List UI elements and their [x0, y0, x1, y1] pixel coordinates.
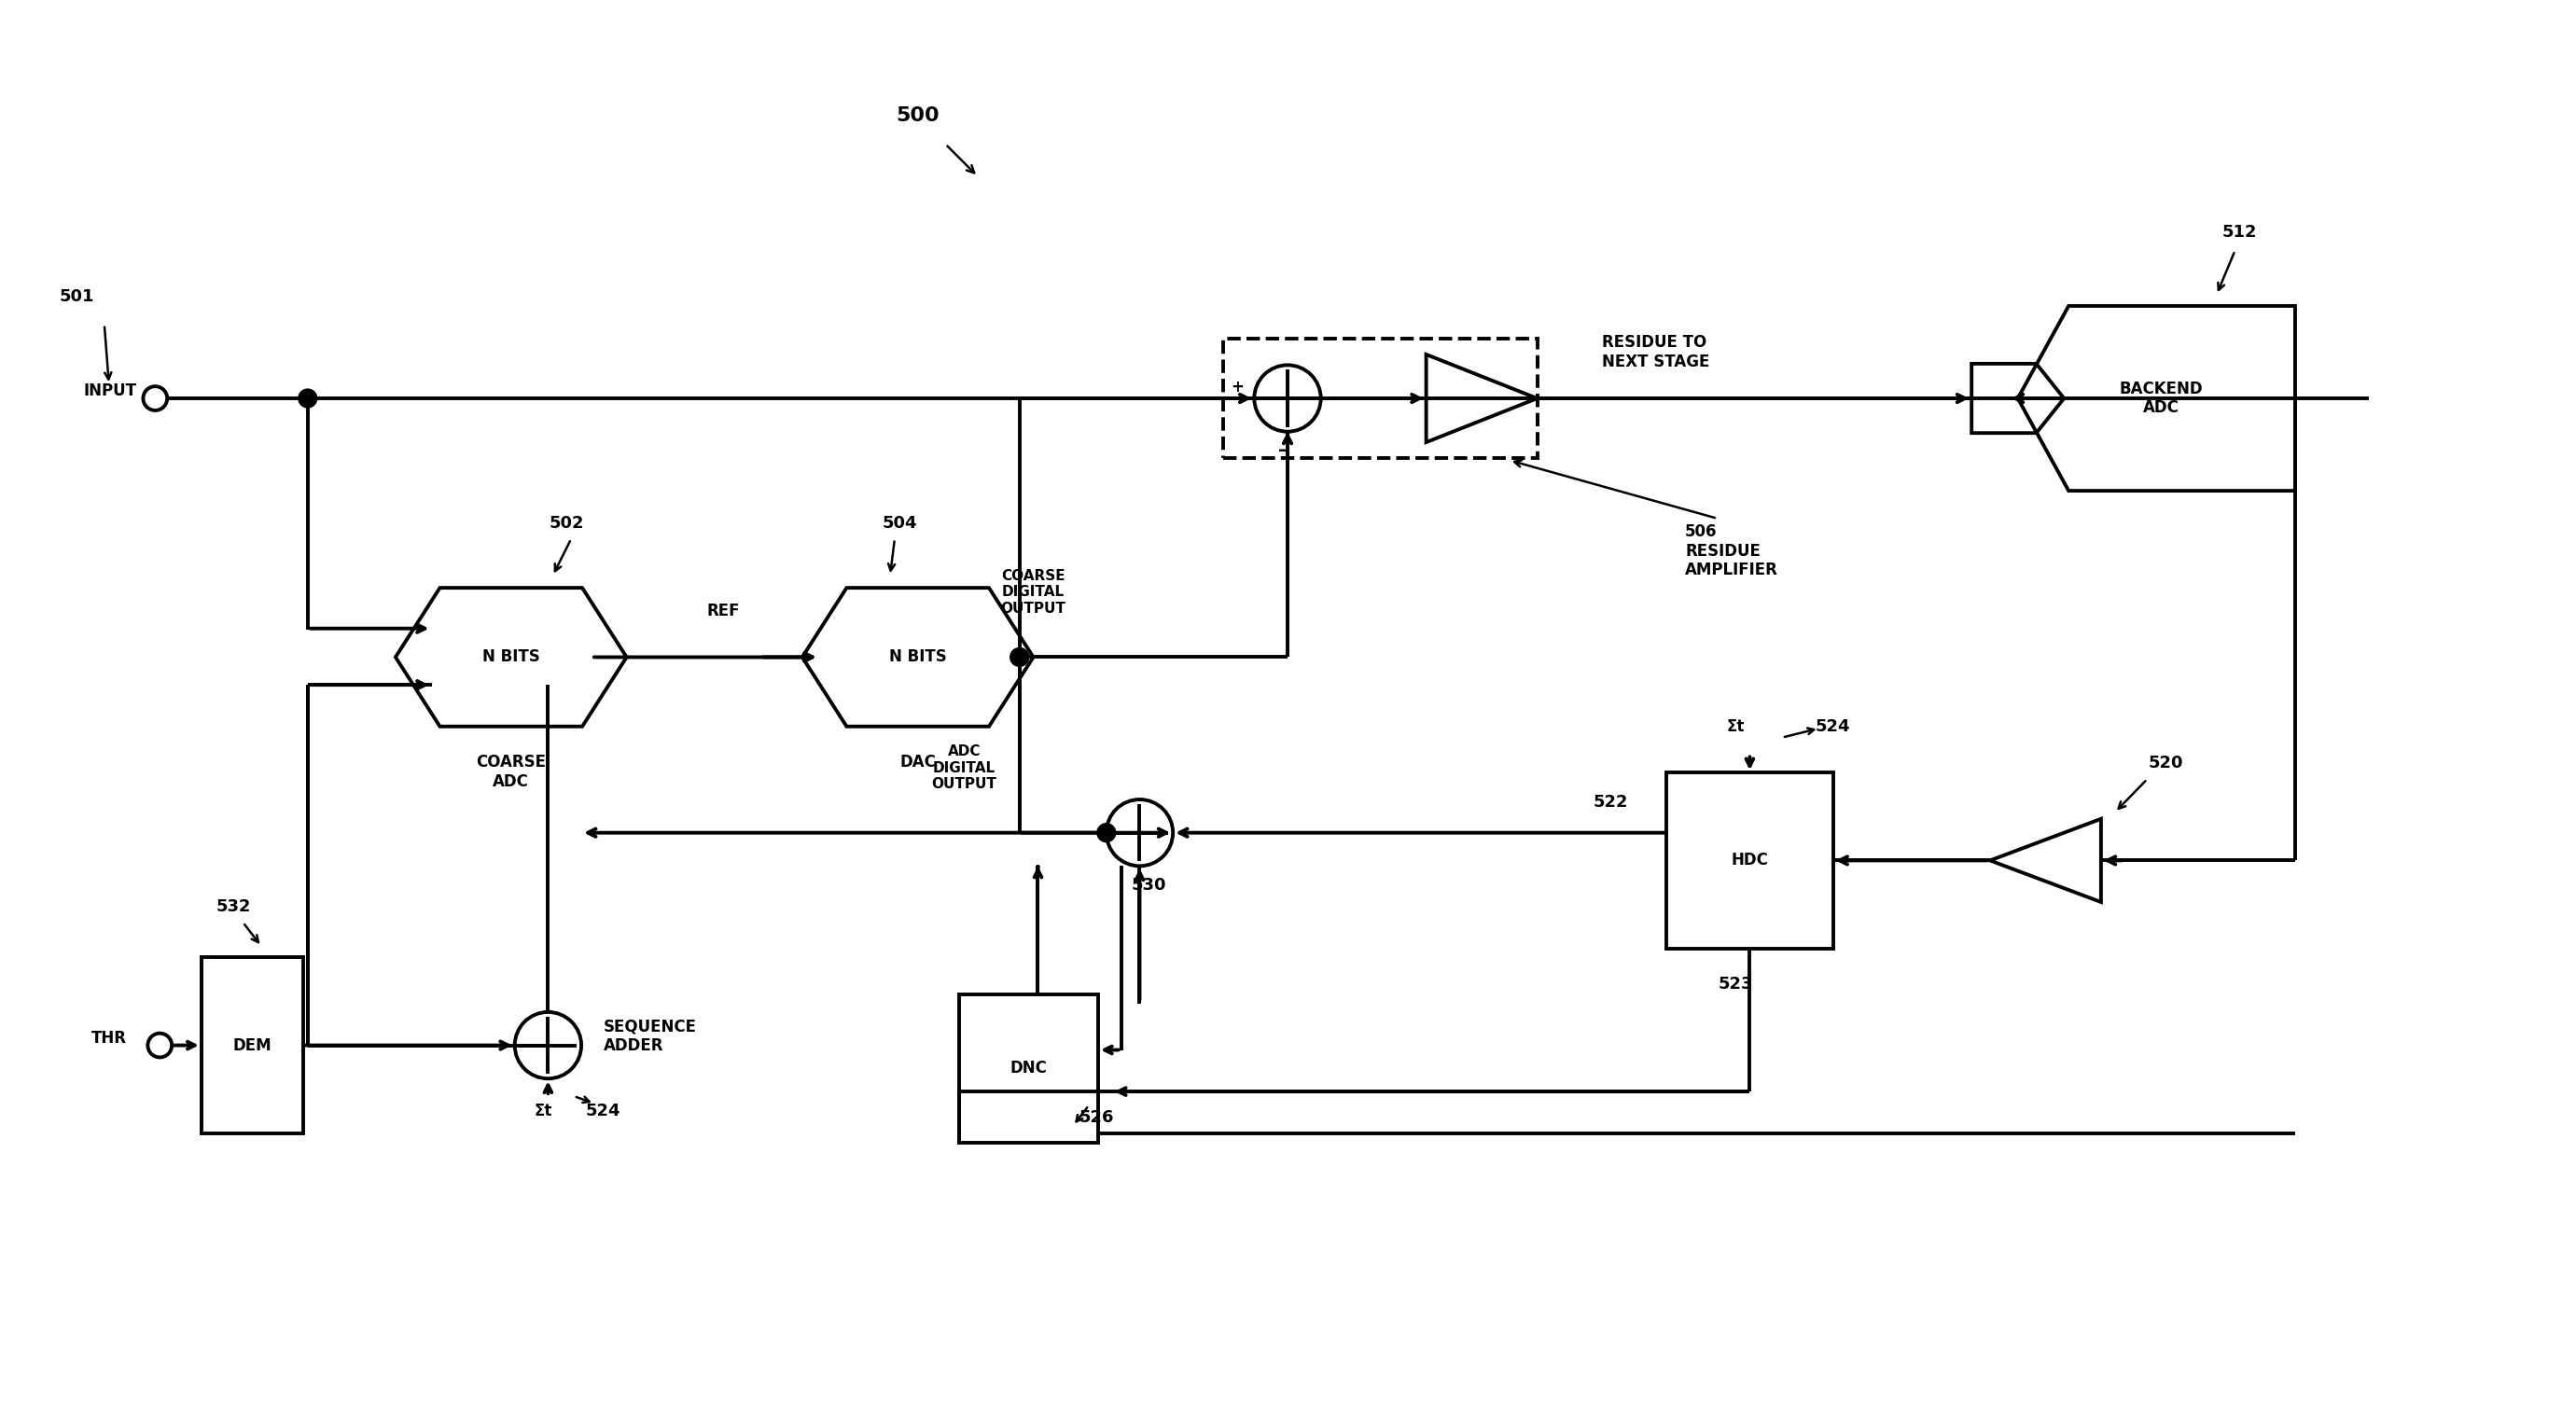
Text: 524: 524 [1816, 718, 1850, 735]
Text: BACKEND
ADC: BACKEND ADC [2120, 380, 2202, 417]
Text: COARSE
DIGITAL
OUTPUT: COARSE DIGITAL OUTPUT [999, 570, 1066, 616]
Text: 500: 500 [896, 107, 940, 125]
Text: 522: 522 [1595, 794, 1628, 811]
Text: THR: THR [90, 1030, 126, 1047]
Text: COARSE
ADC: COARSE ADC [477, 755, 546, 790]
Text: Σt: Σt [533, 1103, 551, 1120]
Text: 520: 520 [2148, 755, 2184, 772]
Text: 504: 504 [881, 515, 917, 532]
Text: 506
RESIDUE
AMPLIFIER: 506 RESIDUE AMPLIFIER [1685, 523, 1777, 578]
Text: DNC: DNC [1010, 1061, 1048, 1078]
Bar [1224, 338, 1538, 459]
Bar [958, 995, 1097, 1142]
Text: +: + [1231, 379, 1244, 396]
Text: INPUT: INPUT [82, 383, 137, 400]
Circle shape [1010, 648, 1028, 666]
Circle shape [299, 389, 317, 408]
Bar [1667, 773, 1834, 948]
Text: 501: 501 [59, 288, 95, 304]
Bar [201, 957, 304, 1134]
Text: –: – [1278, 442, 1288, 459]
Circle shape [1097, 824, 1115, 842]
Text: 524: 524 [585, 1103, 621, 1120]
Text: RESIDUE TO
NEXT STAGE: RESIDUE TO NEXT STAGE [1602, 334, 1710, 370]
Text: 502: 502 [549, 515, 585, 532]
Text: N BITS: N BITS [482, 648, 541, 665]
Text: 526: 526 [1079, 1108, 1115, 1125]
Text: DEM: DEM [232, 1037, 270, 1054]
Text: DAC: DAC [899, 755, 935, 772]
Text: ADC
DIGITAL
OUTPUT: ADC DIGITAL OUTPUT [933, 745, 997, 791]
Text: 523: 523 [1718, 976, 1754, 993]
Text: 512: 512 [2223, 223, 2257, 240]
Text: N BITS: N BITS [889, 648, 945, 665]
Text: REF: REF [706, 602, 739, 619]
Text: HDC: HDC [1731, 852, 1767, 868]
Text: 532: 532 [216, 898, 252, 915]
Text: Σt: Σt [1726, 718, 1744, 735]
Text: SEQUENCE
ADDER: SEQUENCE ADDER [603, 1019, 696, 1054]
Text: 530: 530 [1131, 877, 1167, 894]
